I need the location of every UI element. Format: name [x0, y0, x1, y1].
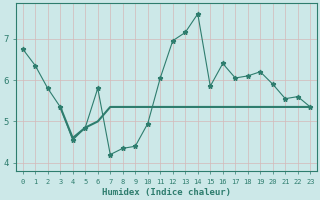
- X-axis label: Humidex (Indice chaleur): Humidex (Indice chaleur): [102, 188, 231, 197]
